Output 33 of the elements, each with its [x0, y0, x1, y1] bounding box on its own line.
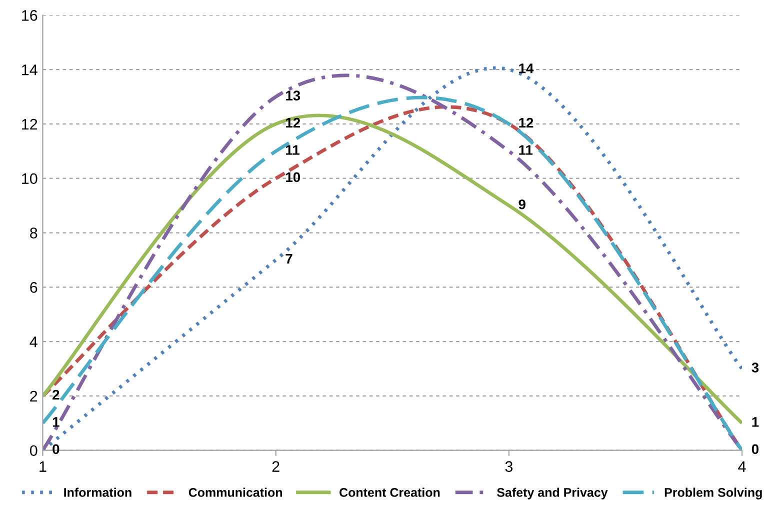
y-tick-label: 14 — [22, 64, 38, 76]
data-label: 12 — [519, 118, 534, 128]
y-tick-label: 12 — [22, 118, 38, 130]
legend-label: Problem Solving — [664, 488, 762, 500]
y-tick-label: 0 — [30, 445, 38, 456]
data-label: 13 — [286, 90, 300, 101]
y-tick-label: 2 — [30, 390, 38, 402]
legend-label: Safety and Privacy — [497, 488, 608, 500]
y-tick-label: 8 — [30, 228, 38, 238]
x-tick-label: 1 — [40, 461, 46, 472]
legend-label: Information — [64, 488, 132, 497]
data-label: 0 — [52, 444, 60, 454]
y-tick-label: 10 — [22, 173, 38, 184]
data-label: 1 — [52, 417, 60, 427]
x-tick-label: 2 — [272, 461, 280, 472]
data-label: 1 — [752, 417, 759, 427]
legend-label: Content Creation — [340, 488, 440, 497]
x-tick-label: 4 — [738, 461, 746, 472]
data-label: 9 — [518, 199, 526, 210]
data-label: 14 — [519, 64, 534, 74]
data-label: 2 — [52, 390, 60, 400]
y-tick-label: 6 — [30, 282, 38, 293]
data-label: 3 — [752, 362, 759, 372]
data-label: 0 — [752, 444, 759, 454]
y-tick-label: 16 — [22, 10, 38, 21]
legend-label: Communication — [188, 488, 282, 497]
data-label: 12 — [286, 118, 300, 128]
x-tick-label: 3 — [505, 461, 513, 472]
data-label: 11 — [286, 145, 300, 155]
data-label: 11 — [519, 145, 533, 155]
data-label: 10 — [286, 172, 300, 182]
data-label: 7 — [286, 254, 292, 264]
y-tick-label: 4 — [30, 336, 38, 348]
